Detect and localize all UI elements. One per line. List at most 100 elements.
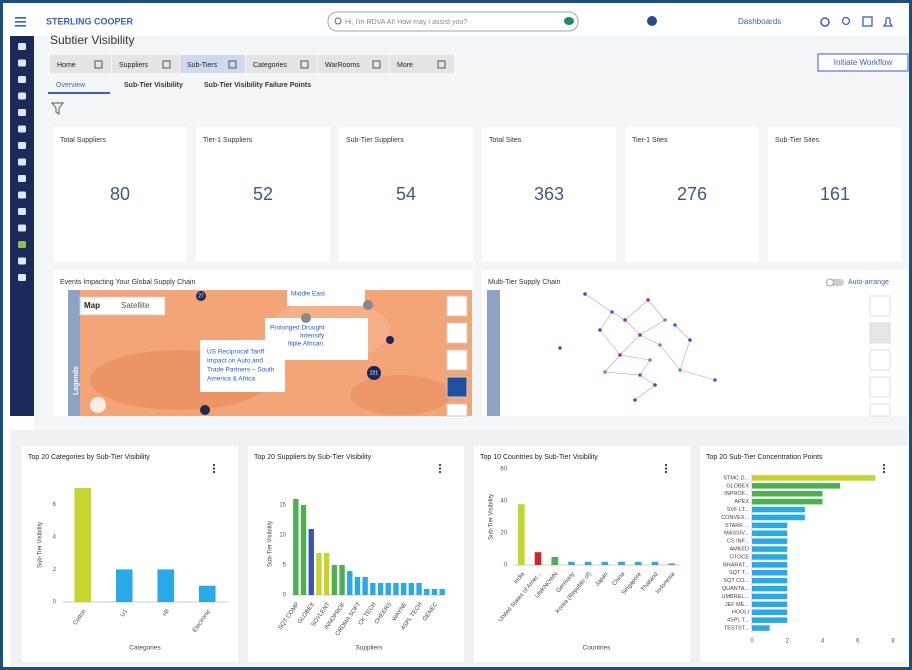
map-control[interactable]	[446, 376, 468, 398]
network-node[interactable]	[653, 383, 657, 387]
chart-menu-dot[interactable]	[882, 470, 886, 474]
sidebar-icon[interactable]	[18, 241, 26, 248]
sidebar-icon[interactable]	[18, 43, 26, 50]
bar	[752, 585, 788, 592]
tab-label: WarRooms	[325, 62, 360, 69]
network-node[interactable]	[598, 328, 602, 332]
map-expand[interactable]	[90, 397, 106, 413]
filter-icon[interactable]	[50, 102, 65, 115]
map-control[interactable]	[446, 403, 468, 417]
search-box[interactable]	[327, 11, 579, 32]
network-node[interactable]	[658, 343, 662, 347]
y-tick-label: 10	[279, 533, 286, 539]
sidebar-icon[interactable]	[18, 208, 26, 215]
chart-menu-dot[interactable]	[664, 463, 668, 467]
y-tick-label: SQT T...	[729, 570, 749, 576]
chart-menu-dot[interactable]	[438, 463, 442, 467]
network-control[interactable]	[869, 403, 891, 417]
network-node[interactable]	[678, 368, 682, 372]
tab[interactable]	[318, 55, 389, 73]
sidebar-icon[interactable]	[18, 175, 26, 182]
network-node[interactable]	[623, 318, 627, 322]
kpi-card	[196, 127, 330, 262]
chart-menu-dot[interactable]	[882, 463, 886, 467]
bar	[339, 565, 345, 595]
sidebar-icon[interactable]	[18, 109, 26, 116]
map-marker[interactable]	[200, 405, 210, 415]
subtab[interactable]: Overview	[56, 82, 86, 89]
popup-close[interactable]	[301, 313, 311, 323]
network-node[interactable]	[713, 378, 717, 382]
network-node[interactable]	[618, 353, 622, 357]
map-type-toggle[interactable]	[79, 296, 166, 316]
sidebar-icon[interactable]	[18, 92, 26, 100]
tab[interactable]	[112, 55, 179, 73]
ai-icon[interactable]	[564, 17, 574, 25]
sidebar-icon[interactable]	[18, 191, 26, 199]
y-tick-label: STMC D...	[723, 475, 749, 481]
network-node[interactable]	[638, 373, 642, 377]
network-node[interactable]	[583, 292, 587, 296]
chart-menu-dot[interactable]	[664, 470, 668, 474]
sidebar-icon[interactable]	[18, 257, 26, 265]
map-toggle-map[interactable]: Map	[84, 301, 100, 310]
x-tick-label: U1	[120, 608, 130, 618]
bar	[354, 577, 361, 595]
network-control[interactable]	[869, 349, 891, 371]
map-marker[interactable]	[386, 336, 394, 344]
chart-menu-dot[interactable]	[212, 467, 216, 470]
chart-menu-dot[interactable]	[882, 467, 886, 470]
sidebar-icon[interactable]	[18, 59, 26, 67]
subtab[interactable]: Sub-Tier Visibility Failure Points	[204, 82, 311, 89]
settings-icon[interactable]	[820, 17, 830, 27]
bell-icon[interactable]	[882, 16, 894, 27]
network-node[interactable]	[603, 370, 607, 374]
messages-icon[interactable]	[862, 16, 873, 27]
sidebar-icon[interactable]	[18, 274, 26, 281]
network-control[interactable]	[869, 376, 891, 398]
x-tick-label: 2	[786, 639, 790, 645]
kpi-card	[53, 127, 187, 262]
search-button[interactable]	[841, 16, 851, 26]
network-node[interactable]	[663, 318, 667, 322]
network-control[interactable]	[869, 322, 891, 344]
sidebar-icon[interactable]	[18, 158, 26, 166]
map-marker[interactable]	[196, 291, 206, 301]
chart-menu-dot[interactable]	[438, 467, 442, 470]
chart-title: Top 20 Categories by Sub-Tier Visibility	[28, 454, 150, 461]
tab-icon	[300, 60, 309, 69]
initiate-workflow-button[interactable]	[817, 53, 909, 72]
network-node[interactable]	[673, 323, 677, 327]
network-node[interactable]	[633, 398, 637, 402]
network-node[interactable]	[646, 298, 650, 302]
org-icon[interactable]	[647, 16, 657, 26]
map-control[interactable]	[446, 322, 468, 344]
sidebar-icon[interactable]	[18, 76, 26, 83]
tab[interactable]	[246, 55, 317, 73]
kpi-value: 363	[534, 184, 564, 204]
sidebar-icon[interactable]	[18, 142, 26, 149]
menu-icon[interactable]	[15, 17, 26, 27]
dashboards-link[interactable]: Dashboards	[738, 17, 781, 26]
popup-close[interactable]	[363, 300, 373, 310]
chart-menu-dot[interactable]	[664, 467, 668, 470]
map-toggle-satellite[interactable]: Satellite	[121, 301, 150, 310]
network-control[interactable]	[869, 295, 891, 317]
map-control[interactable]	[446, 349, 468, 371]
network-node[interactable]	[638, 333, 642, 337]
map-control[interactable]	[446, 295, 468, 317]
sidebar-icon[interactable]	[18, 125, 26, 133]
bar	[370, 583, 376, 595]
sidebar-icon[interactable]	[18, 224, 26, 232]
chart-menu-dot[interactable]	[212, 470, 216, 474]
network-legend-strip[interactable]	[487, 290, 500, 416]
network-node[interactable]	[648, 358, 652, 362]
network-node[interactable]	[558, 346, 562, 350]
map-marker[interactable]	[367, 366, 381, 380]
network-node[interactable]	[610, 310, 614, 314]
subtab[interactable]: Sub-Tier Visibility	[124, 82, 183, 89]
network-node[interactable]	[688, 338, 692, 342]
legend-strip[interactable]	[68, 290, 80, 416]
chart-menu-dot[interactable]	[212, 463, 216, 467]
chart-menu-dot[interactable]	[438, 470, 442, 474]
